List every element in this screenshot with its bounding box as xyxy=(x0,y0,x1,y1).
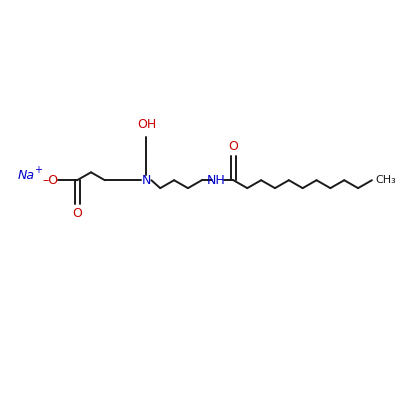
Text: N: N xyxy=(142,174,151,187)
Text: –O: –O xyxy=(42,174,58,187)
Text: O: O xyxy=(72,207,82,220)
Text: OH: OH xyxy=(137,118,156,131)
Text: NH: NH xyxy=(206,174,225,187)
Text: Na: Na xyxy=(18,169,35,182)
Text: +: + xyxy=(34,165,42,175)
Text: CH₃: CH₃ xyxy=(376,175,397,185)
Text: O: O xyxy=(228,140,238,153)
